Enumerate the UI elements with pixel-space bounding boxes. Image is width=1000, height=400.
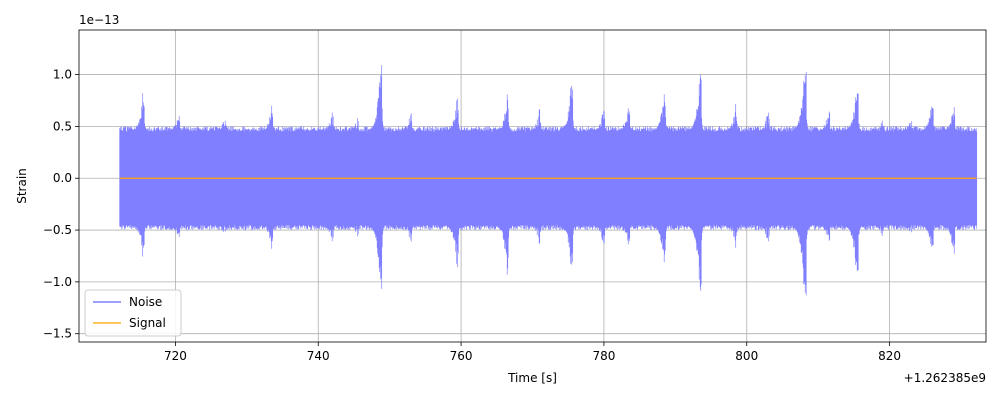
legend-signal-label: Signal <box>129 316 166 330</box>
x-tick-label: 760 <box>450 349 473 363</box>
y-axis: −1.5 −1.0 −0.5 0.0 0.5 1.0 <box>43 68 79 341</box>
y-tick-label: −1.5 <box>43 327 72 341</box>
y-tick-label: −0.5 <box>43 223 72 237</box>
x-axis-label: Time [s] <box>507 371 557 385</box>
x-tick-label: 800 <box>735 349 758 363</box>
x-tick-label: 720 <box>164 349 187 363</box>
legend-noise-label: Noise <box>129 295 162 309</box>
plot-frame <box>78 29 987 343</box>
legend: Noise Signal <box>84 289 182 337</box>
x-tick-label: 740 <box>307 349 330 363</box>
x-axis: 720 740 760 780 800 820 <box>164 342 901 363</box>
y-exponent-label: 1e−13 <box>79 13 119 27</box>
y-axis-label: Strain <box>15 168 29 204</box>
x-tick-label: 780 <box>592 349 615 363</box>
y-tick-label: 0.5 <box>53 119 72 133</box>
grid <box>79 30 986 342</box>
y-tick-label: 0.0 <box>53 171 72 185</box>
y-tick-label: 1.0 <box>53 68 72 82</box>
x-tick-label: 820 <box>878 349 901 363</box>
x-offset-label: +1.262385e9 <box>904 371 986 385</box>
y-tick-label: −1.0 <box>43 275 72 289</box>
